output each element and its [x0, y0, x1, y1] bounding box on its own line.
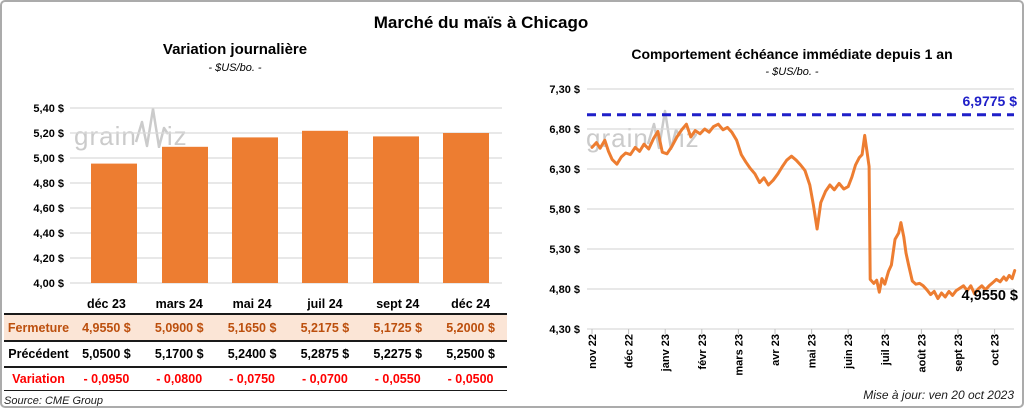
row-label: Variation [12, 372, 65, 386]
bar-chart-svg: 5,40 $ 5,20 $ 5,00 $ 4,80 $ 4,60 $ 4,40 $ 4,20… [33, 103, 502, 290]
bar [443, 133, 489, 283]
update-date-note: Mise à jour: ven 20 oct 2023 [863, 388, 1014, 402]
x-axis-tick-label: janv 23 [660, 334, 672, 372]
page-title: Marché du maïs à Chicago [373, 13, 589, 32]
line-chart-svg: 7,30 $ 6,80 $ 6,30 $ 5,80 $ 5,30 $ 4,80 $ 4,30… [549, 84, 1018, 376]
table-cell: juil 24 [307, 296, 343, 311]
x-axis-tick-label: mars 23 [733, 334, 745, 376]
table-cell: - 0,0500 [447, 372, 494, 386]
y-axis-tick-label: 4,40 $ [33, 228, 64, 240]
y-axis-tick-label: 5,80 $ [549, 204, 580, 216]
bar [302, 130, 348, 283]
table-cell: sept 24 [376, 296, 420, 311]
y-axis-tick-label: 4,20 $ [33, 253, 64, 265]
x-axis-tick-label: sept 23 [953, 334, 965, 372]
table-header-row: déc 23 mars 24 mai 24 juil 24 sept 24 déc 24 [4, 294, 507, 313]
pulse-icon [134, 107, 169, 148]
table-row-variation: Variation - 0,0950 - 0,0800 - 0,0750 - 0,07… [4, 368, 507, 390]
table-cell: 5,2275 $ [373, 347, 423, 361]
y-axis-tick-label: 4,80 $ [549, 284, 580, 296]
table-cell: 5,2875 $ [300, 347, 350, 361]
x-axis-tick-label: juil 23 [880, 334, 892, 366]
x-axis-tick-label: août 23 [916, 334, 928, 373]
bar [91, 163, 137, 283]
x-axis-tick-label: avr 23 [770, 334, 782, 366]
y-axis-tick-label: 5,30 $ [549, 244, 580, 256]
watermark-text: grain [74, 121, 137, 151]
table-cell: 5,0900 $ [154, 320, 204, 335]
table-cell: déc 24 [451, 296, 491, 311]
table-cell: 5,1650 $ [227, 320, 277, 335]
watermark-text: iz [166, 121, 188, 151]
x-axis-tick-label: oct 23 [990, 334, 1002, 366]
y-axis-tick-label: 4,60 $ [33, 203, 64, 215]
table-cell: 5,2500 $ [446, 347, 495, 361]
table-cell: 5,2175 $ [300, 320, 350, 335]
table-cell: mars 24 [155, 296, 203, 311]
y-axis-tick-label: 7,30 $ [549, 84, 580, 96]
table-divider [4, 313, 507, 315]
pulse-icon [646, 109, 681, 150]
row-label: Précédent [8, 347, 69, 361]
reference-line-label: 6,9775 $ [963, 93, 1018, 109]
y-axis-tick-label: 6,30 $ [549, 164, 580, 176]
x-axis-tick-label: févr 23 [697, 334, 709, 369]
table-cell: 5,2400 $ [227, 347, 277, 361]
y-axis-tick-label: 4,00 $ [33, 278, 64, 290]
y-axis-tick-label: 5,20 $ [33, 128, 64, 140]
bar-chart-title: Variation journalière [162, 41, 308, 58]
table-cell: 5,0500 $ [82, 347, 131, 361]
table-cell: 5,1725 $ [373, 320, 423, 335]
x-axis-tick-label: juin 23 [843, 334, 855, 370]
bar-chart-subtitle: - $US/bo. - [208, 62, 262, 74]
futures-table: déc 23 mars 24 mai 24 juil 24 sept 24 déc 24 … [4, 294, 507, 407]
bar [232, 137, 278, 283]
grainwiz-watermark: grain iz [74, 106, 188, 151]
source-note: Source: CME Group [4, 395, 104, 407]
y-axis-tick-label: 5,40 $ [33, 103, 64, 115]
last-price-label: 4,9550 $ [962, 288, 1018, 304]
line-chart-subtitle: - $US/bo. - [765, 66, 819, 78]
x-axis-tick-label: mai 23 [807, 334, 819, 368]
y-axis-tick-label: 4,80 $ [33, 178, 64, 190]
table-divider [4, 390, 507, 391]
table-cell: 4,9550 $ [82, 320, 131, 335]
y-axis-tick-label: 6,80 $ [549, 124, 580, 136]
table-cell: - 0,0950 [83, 372, 130, 386]
table-divider [4, 340, 507, 342]
y-axis-tick-label: 4,30 $ [549, 324, 580, 336]
table-cell: - 0,0750 [229, 372, 276, 386]
table-cell: - 0,0700 [301, 372, 348, 386]
table-cell: - 0,0800 [156, 372, 203, 386]
line-chart-title: Comportement échéance immédiate depuis 1… [631, 46, 953, 62]
row-label: Fermeture [7, 320, 70, 335]
table-cell: - 0,0550 [374, 372, 421, 386]
price-line [590, 122, 1017, 301]
table-cell: mai 24 [232, 296, 272, 311]
bar [373, 136, 419, 283]
y-axis-tick-label: 5,00 $ [33, 153, 64, 165]
table-cell: 5,1700 $ [154, 347, 204, 361]
table-row-fermeture: Fermeture 4,9550 $ 5,0900 $ 5,1650 $ 5,2175… [4, 315, 507, 340]
table-cell: 5,2000 $ [446, 320, 495, 335]
x-axis-tick-label: nov 22 [587, 334, 599, 369]
table-row-precedent: Précédent 5,0500 $ 5,1700 $ 5,2400 $ 5,2875… [4, 342, 507, 366]
table-cell: déc 23 [86, 296, 126, 311]
table-divider [4, 366, 507, 368]
bar [162, 146, 208, 283]
x-axis-tick-label: déc 22 [624, 334, 636, 368]
